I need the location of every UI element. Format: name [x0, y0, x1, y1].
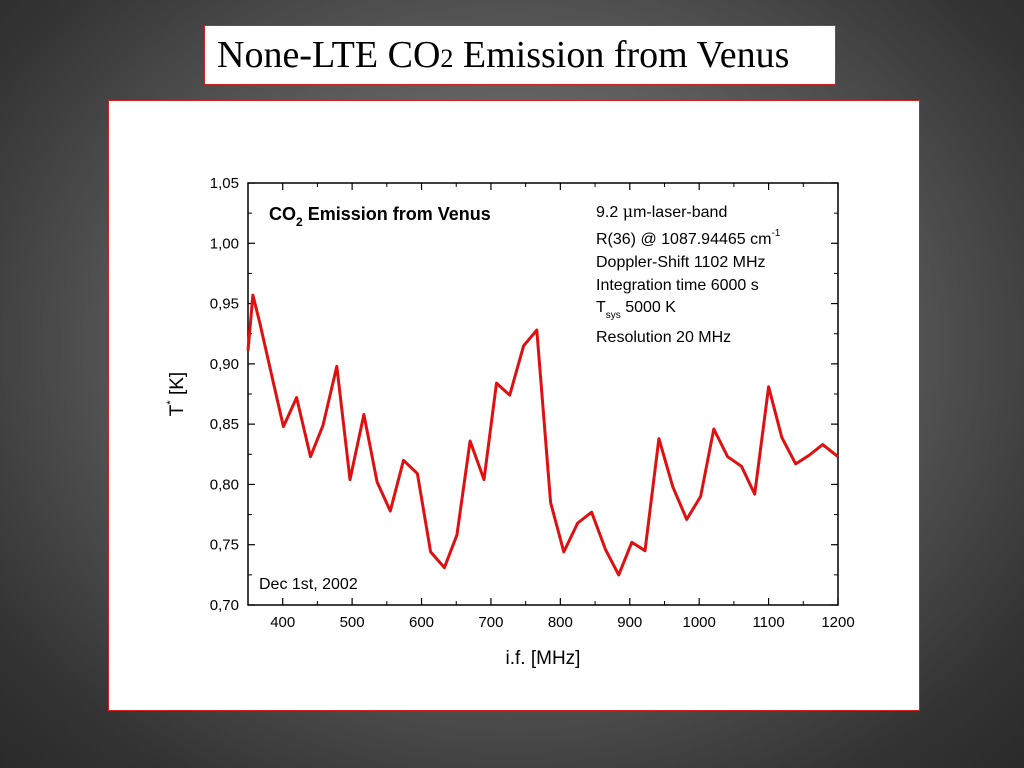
info-line-doppler: Doppler-Shift 1102 MHz [596, 254, 766, 271]
slide-title-subscript: 2 [440, 44, 454, 73]
y-axis-label-main: T [167, 404, 188, 416]
y-axis-label-unit: [K] [167, 372, 188, 401]
x-tick-label: 1200 [821, 614, 854, 631]
y-axis-label-sup: * [165, 400, 177, 405]
x-tick-label: 800 [548, 614, 573, 631]
axis-tick-labels: 400 500 600 700 800 900 1000 1100 1200 0,70 0,75 0,… [210, 175, 855, 631]
y-tick-label: 1,00 [210, 235, 239, 252]
info-line-transition: R(36) @ 1087.94465 cm-1 [596, 228, 781, 248]
slide-title: None-LTE CO 2 Emission from Venus [204, 25, 836, 85]
y-axis-label: T* [K] [165, 372, 188, 416]
info-line-laser-band: 9.2 μm-laser-band [596, 202, 727, 221]
info-block: 9.2 μm-laser-band R(36) @ 1087.94465 cm-… [596, 202, 781, 346]
date-note: Dec 1st, 2002 [259, 576, 358, 593]
slide-title-rest: Emission from Venus [453, 34, 790, 76]
x-axis-label: i.f. [MHz] [506, 648, 581, 669]
plot-annotation-title: CO2 Emission from Venus [269, 204, 491, 229]
info-line-resolution: Resolution 20 MHz [596, 329, 731, 346]
x-tick-label: 600 [409, 614, 434, 631]
x-tick-label: 700 [478, 614, 503, 631]
chart-svg: 400 500 600 700 800 900 1000 1100 1200 0,70 0,75 0,… [165, 175, 855, 669]
plot-annotation-title-rest: Emission from Venus [303, 204, 491, 224]
y-tick-label: 0,80 [210, 476, 239, 493]
plot-annotation-title-main: CO [269, 204, 296, 224]
info-line-integration: Integration time 6000 s [596, 277, 759, 294]
y-tick-label: 0,95 [210, 296, 239, 313]
y-tick-label: 1,05 [210, 175, 239, 192]
y-tick-label: 0,85 [210, 416, 239, 433]
series-line [246, 293, 839, 577]
info-line-tsys: Tsys 5000 K [596, 299, 676, 321]
x-tick-label: 900 [617, 614, 642, 631]
x-tick-label: 400 [270, 614, 295, 631]
y-tick-label: 0,70 [210, 597, 239, 614]
chart-panel: 400 500 600 700 800 900 1000 1100 1200 0,70 0,75 0,… [108, 100, 920, 711]
y-tick-label: 0,90 [210, 356, 239, 373]
x-tick-label: 500 [340, 614, 365, 631]
axis-ticks [247, 182, 839, 606]
plot-annotation-title-sub: 2 [296, 215, 303, 229]
svg-text:T* [K]: T* [K] [165, 372, 188, 416]
x-tick-label: 1100 [752, 614, 784, 631]
x-tick-label: 1000 [682, 614, 715, 631]
y-tick-label: 0,75 [210, 537, 239, 554]
slide-title-main: None-LTE CO [217, 34, 441, 76]
